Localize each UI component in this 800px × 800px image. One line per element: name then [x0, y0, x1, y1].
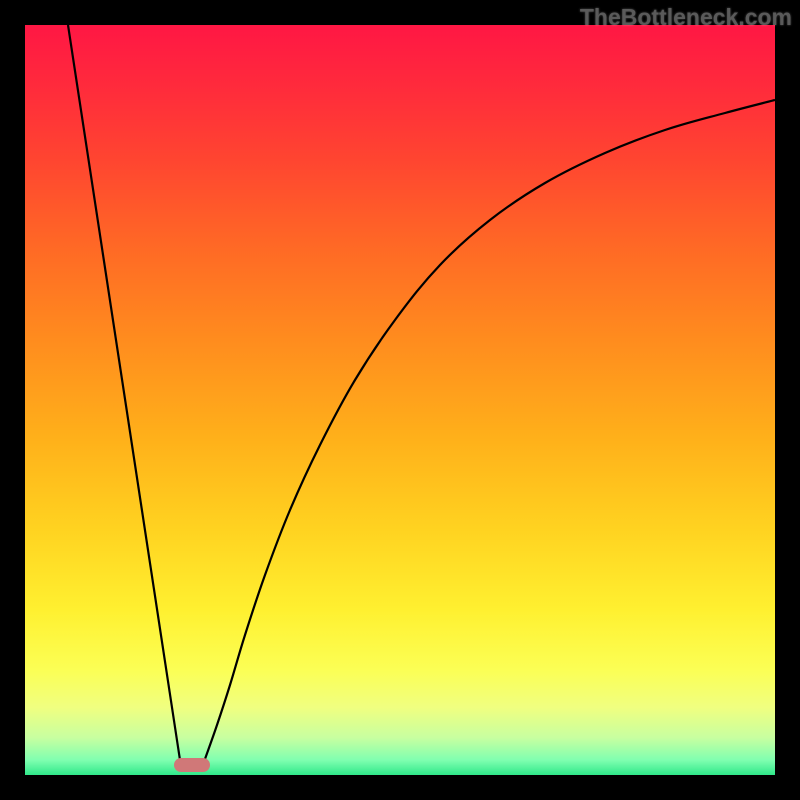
- minimum-marker: [174, 758, 210, 772]
- bottleneck-curve: [25, 25, 775, 775]
- watermark-text: TheBottleneck.com: [580, 4, 792, 31]
- plot-area: [25, 25, 775, 775]
